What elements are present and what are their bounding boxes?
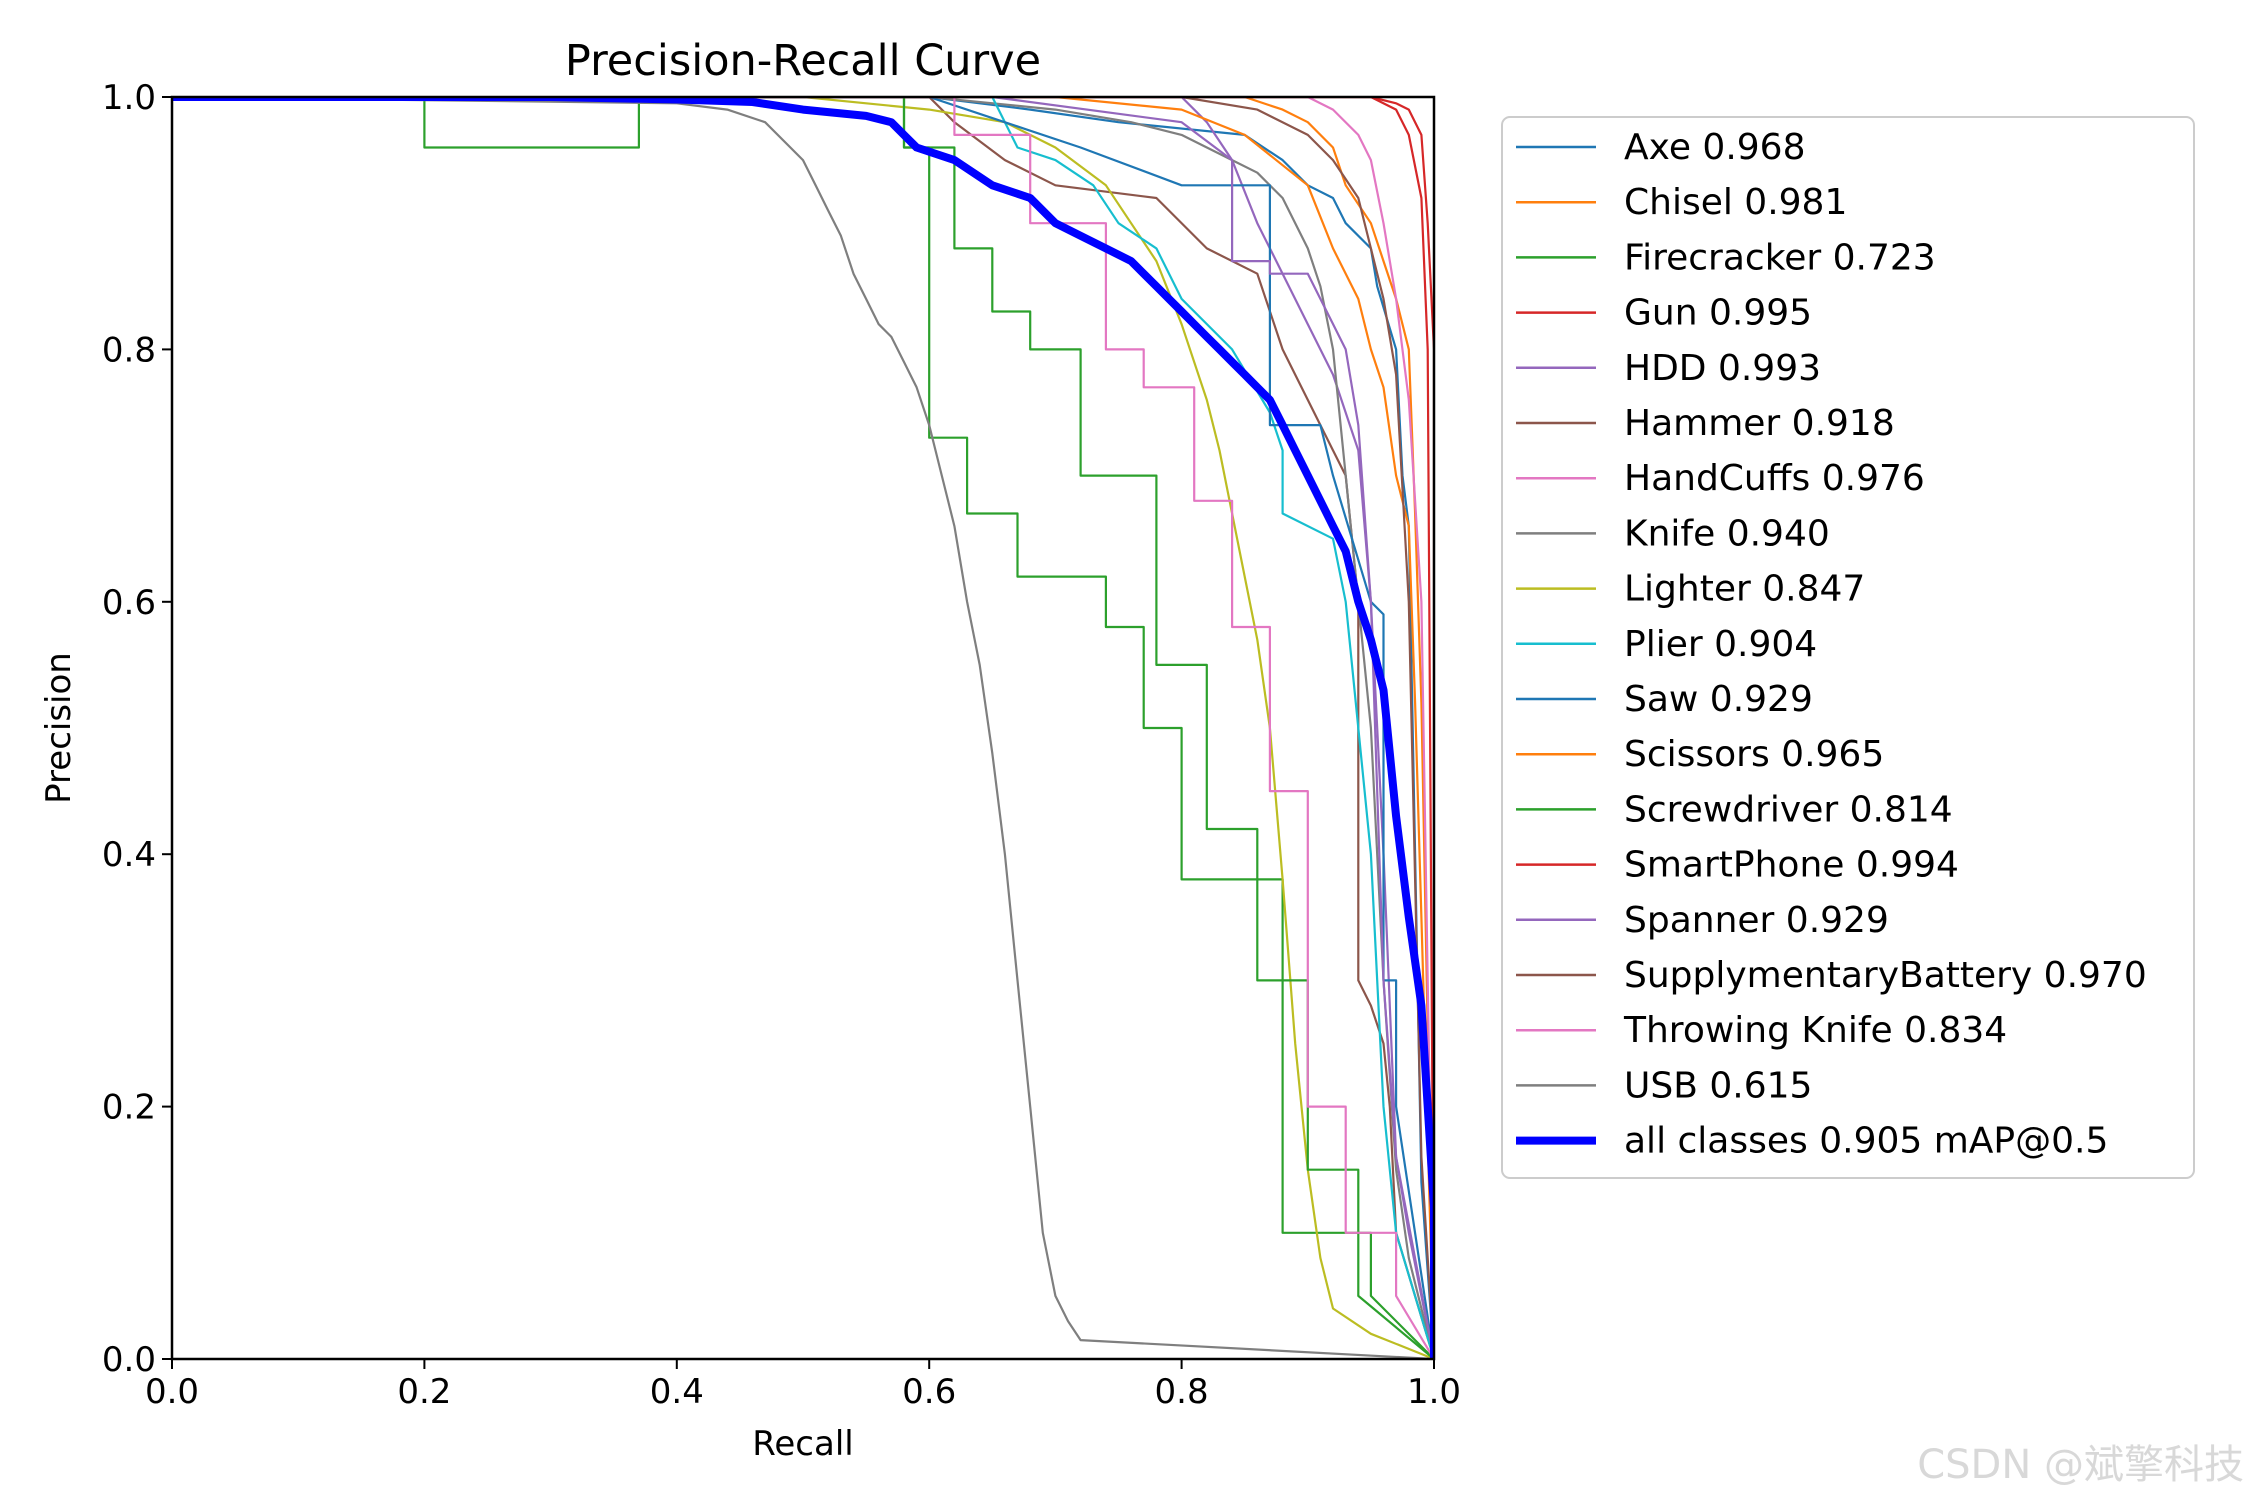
legend-item: HDD 0.993 bbox=[1516, 348, 1821, 389]
legend-label: Chisel 0.981 bbox=[1624, 182, 1847, 223]
y-tick-label: 0.8 bbox=[102, 330, 156, 370]
y-tick-label: 1.0 bbox=[102, 78, 156, 118]
legend-frame bbox=[1501, 116, 2195, 1179]
y-tick-label: 0.2 bbox=[102, 1088, 156, 1128]
series-layer bbox=[172, 97, 1434, 1359]
x-tick-label: 0.0 bbox=[145, 1372, 199, 1412]
series-line-hammer bbox=[172, 97, 1434, 1359]
series-line-knife bbox=[172, 97, 1434, 1359]
legend-item: Chisel 0.981 bbox=[1516, 182, 1847, 223]
x-tick-label: 0.6 bbox=[902, 1372, 956, 1412]
y-tick-label: 0.4 bbox=[102, 835, 156, 875]
legend-label: Scissors 0.965 bbox=[1624, 734, 1884, 775]
legend-item: Saw 0.929 bbox=[1516, 679, 1813, 720]
legend-item: Spanner 0.929 bbox=[1516, 900, 1889, 941]
x-tick-label: 0.4 bbox=[650, 1372, 704, 1412]
x-axis-label: Recall bbox=[752, 1424, 853, 1464]
y-tick-label: 0.0 bbox=[102, 1340, 156, 1380]
legend-label: USB 0.615 bbox=[1624, 1065, 1812, 1106]
legend: Axe 0.968 Chisel 0.981 Firecracker 0.723 Gu… bbox=[1501, 116, 2195, 1179]
series-line-plier bbox=[172, 97, 1434, 1359]
legend-label: Hammer 0.918 bbox=[1624, 403, 1895, 444]
y-axis-label: Precision bbox=[39, 652, 79, 804]
legend-label: SupplymentaryBattery 0.970 bbox=[1624, 955, 2147, 996]
watermark: CSDN @斌擎科技 bbox=[1917, 1442, 2244, 1488]
legend-item: Lighter 0.847 bbox=[1516, 569, 1865, 610]
series-line-supplymentarybattery bbox=[172, 97, 1434, 1359]
x-tick-label: 1.0 bbox=[1407, 1372, 1461, 1412]
legend-label: Lighter 0.847 bbox=[1624, 569, 1865, 610]
legend-item: SupplymentaryBattery 0.970 bbox=[1516, 955, 2147, 996]
series-line-handcuffs bbox=[172, 97, 1434, 1359]
series-line-scissors bbox=[172, 97, 1434, 1359]
legend-label: Throwing Knife 0.834 bbox=[1623, 1010, 2007, 1051]
series-line-firecracker bbox=[172, 97, 1434, 1359]
legend-label: Firecracker 0.723 bbox=[1624, 237, 1936, 278]
legend-item: Screwdriver 0.814 bbox=[1516, 789, 1953, 830]
legend-label: Knife 0.940 bbox=[1624, 513, 1830, 554]
legend-item: Throwing Knife 0.834 bbox=[1516, 1010, 2007, 1051]
x-tick-label: 0.2 bbox=[397, 1372, 451, 1412]
series-line-usb bbox=[172, 97, 1434, 1359]
legend-label: HandCuffs 0.976 bbox=[1624, 458, 1925, 499]
legend-item: all classes 0.905 mAP@0.5 bbox=[1516, 1121, 2108, 1162]
legend-item: Hammer 0.918 bbox=[1516, 403, 1895, 444]
series-line-smartphone bbox=[172, 97, 1434, 1359]
legend-item: USB 0.615 bbox=[1516, 1065, 1812, 1106]
plot-frame bbox=[170, 95, 1436, 1361]
series-line-all-classes bbox=[172, 97, 1434, 1359]
legend-item: Firecracker 0.723 bbox=[1516, 237, 1936, 278]
legend-label: Gun 0.995 bbox=[1624, 293, 1812, 334]
legend-label: Saw 0.929 bbox=[1624, 679, 1813, 720]
legend-item: HandCuffs 0.976 bbox=[1516, 458, 1925, 499]
legend-item: SmartPhone 0.994 bbox=[1516, 845, 1959, 886]
legend-label: SmartPhone 0.994 bbox=[1624, 845, 1959, 886]
legend-item: Axe 0.968 bbox=[1516, 127, 1805, 168]
series-line-saw bbox=[172, 97, 1434, 1359]
legend-label: Spanner 0.929 bbox=[1624, 900, 1889, 941]
x-tick-label: 0.8 bbox=[1155, 1372, 1209, 1412]
series-line-hdd bbox=[172, 97, 1434, 1359]
legend-label: Screwdriver 0.814 bbox=[1624, 789, 1953, 830]
y-tick-label: 0.6 bbox=[102, 583, 156, 623]
series-line-axe bbox=[172, 97, 1434, 1359]
legend-item: Gun 0.995 bbox=[1516, 293, 1812, 334]
series-line-gun bbox=[172, 97, 1434, 1359]
legend-label: Axe 0.968 bbox=[1624, 127, 1805, 168]
series-line-lighter bbox=[172, 97, 1434, 1359]
legend-label: HDD 0.993 bbox=[1624, 348, 1821, 389]
series-line-spanner bbox=[172, 97, 1434, 1359]
legend-item: Plier 0.904 bbox=[1516, 624, 1817, 665]
chart-title: Precision-Recall Curve bbox=[565, 36, 1041, 86]
legend-item: Scissors 0.965 bbox=[1516, 734, 1884, 775]
series-line-screwdriver bbox=[172, 97, 1434, 1359]
series-line-throwing-knife bbox=[172, 97, 1434, 1359]
series-line-chisel bbox=[172, 97, 1434, 1359]
axes-layer: 0.0 0.2 0.4 0.6 0.8 1.0 0.0 0.2 0.4 0.6 0.8 1.0 bbox=[102, 78, 1461, 1412]
legend-item: Knife 0.940 bbox=[1516, 513, 1830, 554]
legend-label: Plier 0.904 bbox=[1624, 624, 1817, 665]
legend-label: all classes 0.905 mAP@0.5 bbox=[1624, 1121, 2108, 1162]
